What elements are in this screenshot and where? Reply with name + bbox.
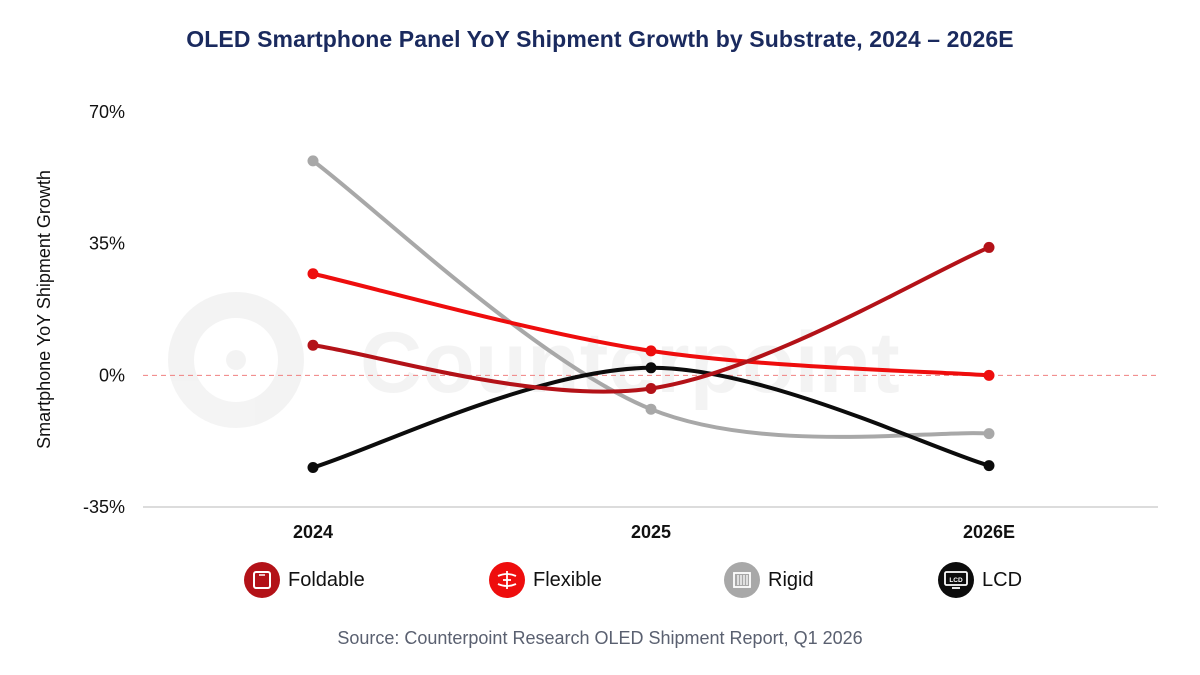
counterpoint-watermark: Counterpoint [168,292,900,428]
legend-item-lcd: LCD LCD [938,562,1022,598]
legend-label-rigid: Rigid [768,568,814,591]
legend-item-foldable: Foldable [244,562,365,598]
legend-item-flexible: Flexible [489,562,602,598]
data-point-rigid-2024 [307,155,319,167]
legend-label-flexible: Flexible [533,568,602,591]
data-point-foldable-2024 [307,339,319,351]
legend-label-lcd: LCD [982,568,1023,591]
x-tick-label: 2026E [963,522,1015,542]
data-point-lcd-2025 [645,362,657,374]
y-tick-label: 70% [89,102,125,122]
data-point-rigid-2025 [645,403,657,415]
data-point-rigid-2026e [983,428,995,440]
x-tick-label: 2025 [631,522,671,542]
y-tick-label: 35% [89,234,125,254]
rigid-panel-icon [724,562,760,598]
chart-title: OLED Smartphone Panel YoY Shipment Growt… [186,26,1014,52]
data-point-foldable-2025 [645,383,657,394]
legend-item-rigid: Rigid [724,562,814,598]
y-tick-label: -35% [83,497,125,517]
legend-label-foldable: Foldable [288,568,365,591]
source-note: Source: Counterpoint Research OLED Shipm… [337,628,863,648]
legend: Foldable Flexible Rigid LCD LCD [0,562,1200,602]
flexible-panel-icon [489,562,525,598]
data-point-lcd-2024 [307,462,319,473]
data-point-flexible-2024 [307,268,319,280]
data-point-foldable-2026e [983,241,995,253]
data-point-flexible-2025 [645,345,657,357]
svg-text:LCD: LCD [949,577,963,584]
x-tick-label: 2024 [293,522,333,542]
data-point-flexible-2026e [983,369,995,381]
lcd-monitor-icon: LCD [938,562,974,598]
y-tick-label: 0% [99,365,125,385]
watermark-text: Counterpoint [360,315,900,411]
foldable-phone-icon [244,562,280,598]
data-point-lcd-2026e [983,460,995,472]
y-axis-title: Smartphone YoY Shipment Growth [34,170,54,449]
